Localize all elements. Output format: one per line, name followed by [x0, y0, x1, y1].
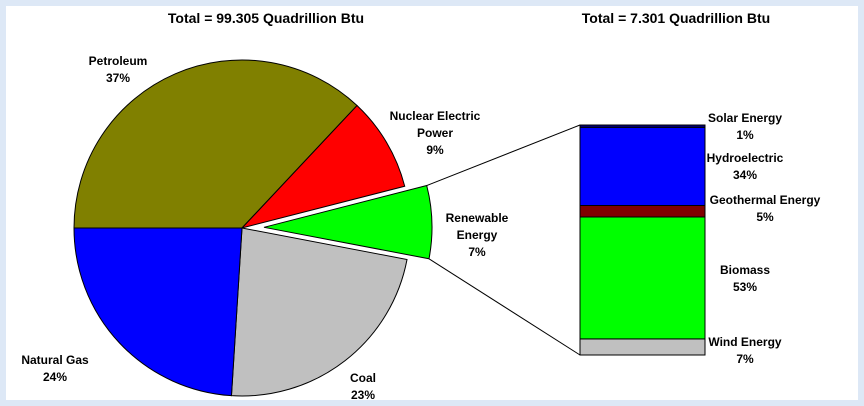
bar-label-name: Hydroelectric — [706, 151, 784, 165]
bar-label-value: 1% — [736, 128, 754, 142]
label-group: Renewable Energy 7% — [437, 210, 517, 261]
bar-segment — [579, 126, 706, 206]
bar-segment — [579, 216, 706, 340]
bar-label-name: Geothermal Energy — [709, 193, 821, 207]
pie-label-value: 37% — [105, 71, 131, 85]
bar-segment — [579, 205, 706, 218]
pie-slice — [240, 104, 406, 229]
label-group: Geothermal Energy 5% — [690, 192, 840, 226]
bar-label-value: 7% — [736, 352, 754, 366]
pie-label-value: 9% — [426, 143, 444, 157]
pie-label-value: 24% — [42, 370, 68, 384]
pie-label-name: Natural Gas — [21, 353, 89, 367]
pie-label-value: 7% — [468, 245, 486, 259]
bar-label-value: 53% — [732, 280, 758, 294]
label-group: Solar Energy 1% — [685, 110, 805, 144]
chart-title: Total = 7.301 Quadrillion Btu — [581, 10, 771, 26]
pie-slice — [73, 227, 243, 397]
pie-label-name: Petroleum — [88, 54, 148, 68]
connector-line — [426, 124, 581, 186]
label-group: Hydroelectric 34% — [685, 150, 805, 184]
label-group: Biomass 53% — [685, 262, 805, 296]
connector-line — [428, 258, 581, 356]
label-group: Petroleum 37% — [58, 53, 178, 87]
bar-segment — [579, 124, 706, 128]
bar-label-name: Biomass — [719, 263, 771, 277]
pie-slice — [230, 227, 408, 397]
bar-label-value: 5% — [756, 210, 774, 224]
pie-label-name: Coal — [349, 371, 376, 385]
pie-slice — [263, 184, 433, 260]
label-group: Wind Energy 7% — [685, 334, 805, 368]
pie-label-value: 23% — [350, 388, 376, 402]
pie-label-name: Renewable Energy — [445, 211, 509, 242]
label-group: Nuclear Electric Power 9% — [388, 108, 483, 159]
bar-label-name: Solar Energy — [707, 111, 783, 125]
label-group: Coal 23% — [333, 370, 393, 404]
chart-title: Total = 99.305 Quadrillion Btu — [167, 10, 365, 26]
plot — [73, 59, 706, 397]
pie-label-name: Nuclear Electric Power — [389, 109, 481, 140]
bar-label-value: 34% — [732, 168, 758, 182]
label-group: Natural Gas 24% — [10, 352, 100, 386]
bar-label-name: Wind Energy — [708, 335, 782, 349]
pie-slice — [73, 59, 358, 229]
